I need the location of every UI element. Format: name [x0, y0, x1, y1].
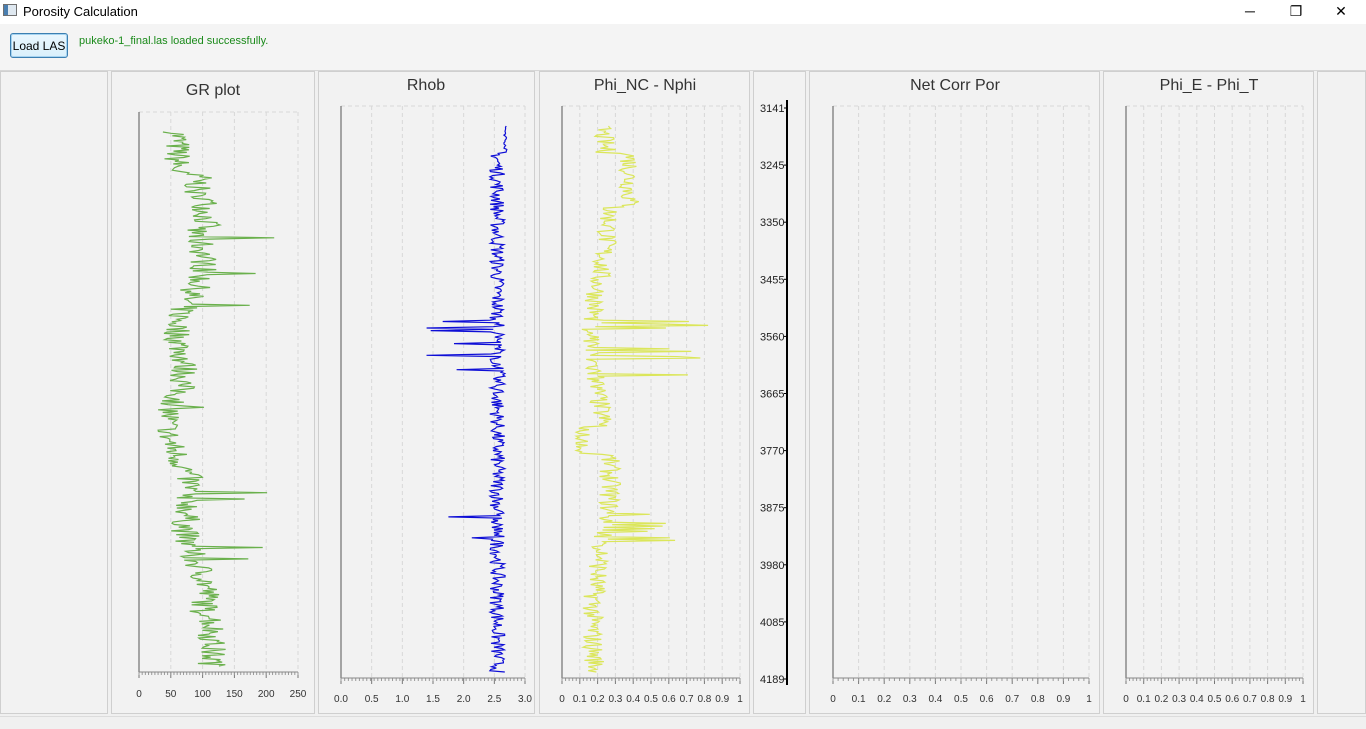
tick-label: 0.5	[954, 694, 968, 705]
tick-label: 2.0	[457, 694, 471, 705]
tick-label: 0.2	[591, 694, 605, 705]
track-title: Phi_NC - Nphi	[594, 77, 696, 94]
tick-label: 0.4	[928, 694, 942, 705]
tick-label: 1	[1300, 694, 1306, 705]
tick-label: 0.4	[1190, 694, 1204, 705]
tick-label: 0	[1123, 694, 1129, 705]
track-title: Rhob	[407, 77, 445, 94]
tick-label: 1.5	[426, 694, 440, 705]
tick-label: 0.8	[697, 694, 711, 705]
tick-label: 0.6	[980, 694, 994, 705]
tick-label: 0.2	[877, 694, 891, 705]
depth-label: 3770	[760, 446, 784, 458]
tick-label: 0.1	[1137, 694, 1151, 705]
tick-label: 0.6	[662, 694, 676, 705]
depth-label: 3455	[760, 274, 784, 286]
tick-label: 200	[258, 689, 275, 700]
tick-label: 0.7	[1005, 694, 1019, 705]
track-3: Net Corr Por 0 0.1 0.2 0.3 0.4 0.5 0.6 0.7 0.8 0.9…	[830, 77, 1092, 705]
track-1: Rhob 0.0 0.5 1.0 1.5 2.0 2.5 3.0	[334, 77, 532, 705]
phi-curve	[576, 126, 708, 672]
track-title: Phi_E - Phi_T	[1160, 77, 1259, 94]
tick-label: 0.9	[1278, 694, 1292, 705]
tick-label: 250	[290, 689, 307, 700]
depth-label: 3350	[760, 217, 784, 229]
depth-label: 3141	[760, 103, 784, 115]
tick-label: 50	[165, 689, 177, 700]
tick-label: 0.8	[1261, 694, 1275, 705]
track-4: Phi_E - Phi_T 0 0.1 0.2 0.3 0.4 0.5 0.6 0.7 0.8 0.…	[1123, 77, 1306, 705]
status-bar	[0, 716, 1366, 729]
track-2: Phi_NC - Nphi 0 0.1 0.2 0.3 0.4 0.5 0.6 0.7 0.8 0.…	[559, 77, 743, 705]
track-title: Net Corr Por	[910, 77, 1000, 94]
depth-label: 3560	[760, 331, 784, 343]
depth-label: 4085	[760, 617, 784, 629]
tick-label: 0.2	[1154, 694, 1168, 705]
depth-label: 3980	[760, 560, 784, 572]
tick-label: 1	[1086, 694, 1092, 705]
depth-label: 3245	[760, 160, 784, 172]
tick-label: 0.0	[334, 694, 348, 705]
tick-label: 0	[830, 694, 836, 705]
depth-track: 3141 3245 3350 3455 3560 3665 3770 3875 3980 4085…	[760, 100, 787, 686]
tick-label: 0.5	[644, 694, 658, 705]
tick-label: 1	[737, 694, 743, 705]
tick-label: 0.5	[365, 694, 379, 705]
tick-label: 0.8	[1031, 694, 1045, 705]
track-title: GR plot	[186, 82, 241, 99]
depth-label: 3875	[760, 503, 784, 515]
tick-label: 0.7	[680, 694, 694, 705]
tick-label: 150	[226, 689, 243, 700]
tick-label: 0.7	[1243, 694, 1257, 705]
tick-label: 1.0	[395, 694, 409, 705]
tick-label: 100	[194, 689, 211, 700]
depth-label: 4189	[760, 674, 784, 686]
tick-label: 0.1	[852, 694, 866, 705]
tick-label: 0.1	[573, 694, 587, 705]
tick-label: 0.6	[1225, 694, 1239, 705]
tick-label: 3.0	[518, 694, 532, 705]
gr-curve	[158, 132, 274, 666]
depth-label: 3665	[760, 389, 784, 401]
tick-label: 0.3	[1172, 694, 1186, 705]
tick-label: 0.3	[608, 694, 622, 705]
tick-label: 0.9	[715, 694, 729, 705]
track-0: GR plot 0 50 100 150 200 250	[136, 82, 307, 700]
tick-label: 0.5	[1208, 694, 1222, 705]
tick-label: 2.5	[487, 694, 501, 705]
tick-label: 0.3	[903, 694, 917, 705]
tick-label: 0	[559, 694, 565, 705]
tick-label: 0	[136, 689, 142, 700]
tick-label: 0.4	[626, 694, 640, 705]
tick-label: 0.9	[1056, 694, 1070, 705]
